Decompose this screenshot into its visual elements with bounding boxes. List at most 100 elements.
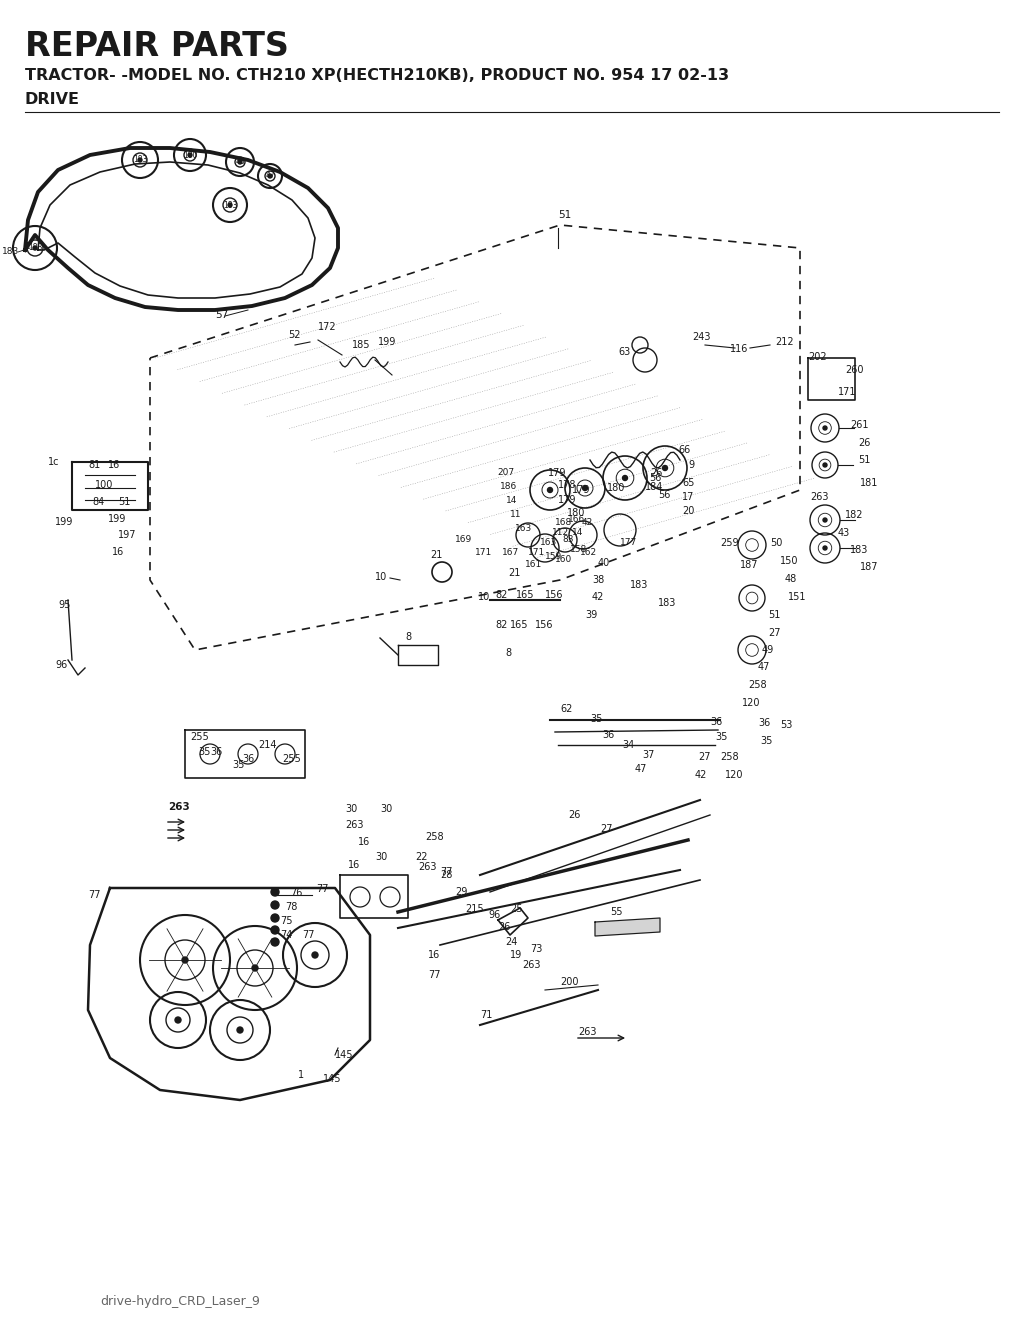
Text: 183: 183 bbox=[850, 546, 868, 555]
Text: REPAIR PARTS: REPAIR PARTS bbox=[25, 30, 289, 63]
Text: 36: 36 bbox=[602, 731, 614, 740]
Text: 10: 10 bbox=[375, 572, 387, 583]
Text: 30: 30 bbox=[380, 804, 392, 814]
Text: 56: 56 bbox=[658, 490, 671, 501]
Circle shape bbox=[175, 1017, 181, 1022]
Text: 255: 255 bbox=[190, 732, 209, 742]
Text: 53: 53 bbox=[780, 720, 793, 731]
Text: 171: 171 bbox=[528, 548, 545, 557]
Circle shape bbox=[823, 425, 827, 431]
Text: 26: 26 bbox=[568, 810, 581, 820]
Circle shape bbox=[138, 159, 142, 162]
Text: 52: 52 bbox=[288, 330, 300, 339]
Text: 26: 26 bbox=[498, 922, 510, 933]
Text: 16: 16 bbox=[428, 950, 440, 960]
Circle shape bbox=[271, 914, 279, 922]
Text: 180: 180 bbox=[567, 509, 586, 518]
Circle shape bbox=[312, 952, 318, 958]
Text: 183: 183 bbox=[223, 201, 238, 210]
Text: 182: 182 bbox=[845, 510, 863, 520]
Text: 84: 84 bbox=[92, 497, 104, 507]
Text: 183: 183 bbox=[630, 580, 648, 590]
Text: 57: 57 bbox=[215, 310, 228, 320]
Text: 199: 199 bbox=[378, 337, 396, 347]
Text: 197: 197 bbox=[118, 530, 136, 540]
Text: 51: 51 bbox=[768, 610, 780, 620]
Text: 27: 27 bbox=[768, 627, 780, 638]
Circle shape bbox=[271, 901, 279, 909]
Text: 36: 36 bbox=[758, 719, 770, 728]
Text: 8: 8 bbox=[505, 649, 511, 658]
Text: 82: 82 bbox=[495, 620, 507, 630]
Text: 35: 35 bbox=[590, 713, 602, 724]
Text: 160: 160 bbox=[555, 555, 572, 564]
Text: 9: 9 bbox=[688, 460, 694, 470]
Text: 83: 83 bbox=[562, 535, 573, 544]
Text: 47: 47 bbox=[758, 662, 770, 672]
Text: 42: 42 bbox=[592, 592, 604, 602]
Text: 263: 263 bbox=[810, 491, 828, 502]
Text: 81: 81 bbox=[88, 460, 100, 470]
Text: 200: 200 bbox=[560, 978, 579, 987]
Text: 161: 161 bbox=[525, 560, 543, 569]
Text: 24: 24 bbox=[505, 937, 517, 947]
Text: 34: 34 bbox=[622, 740, 634, 750]
Text: 183: 183 bbox=[133, 156, 147, 165]
Text: 166: 166 bbox=[568, 515, 586, 524]
Text: 27: 27 bbox=[600, 824, 612, 834]
Text: 82: 82 bbox=[495, 590, 507, 600]
Text: 39: 39 bbox=[585, 610, 597, 620]
Circle shape bbox=[237, 1026, 243, 1033]
Circle shape bbox=[548, 487, 553, 493]
Text: 183: 183 bbox=[28, 243, 42, 252]
Text: 77: 77 bbox=[316, 884, 329, 894]
Text: 183: 183 bbox=[658, 598, 677, 608]
Text: 35: 35 bbox=[232, 760, 245, 770]
Text: 178: 178 bbox=[558, 480, 577, 490]
Text: 35: 35 bbox=[715, 732, 727, 742]
Text: 22: 22 bbox=[415, 852, 427, 863]
Polygon shape bbox=[595, 918, 660, 937]
Text: 263: 263 bbox=[578, 1026, 597, 1037]
Text: 177: 177 bbox=[620, 538, 637, 547]
Text: 1: 1 bbox=[298, 1070, 304, 1081]
Text: 167: 167 bbox=[502, 548, 519, 557]
Text: 77: 77 bbox=[88, 890, 100, 900]
Circle shape bbox=[188, 153, 193, 157]
Text: 30: 30 bbox=[345, 804, 357, 814]
Text: 48: 48 bbox=[785, 575, 798, 584]
Text: 35: 35 bbox=[198, 746, 210, 757]
Text: 171: 171 bbox=[475, 548, 493, 557]
Text: 171: 171 bbox=[838, 387, 856, 398]
Text: 158: 158 bbox=[570, 546, 587, 553]
Text: 35: 35 bbox=[760, 736, 772, 746]
Text: 169: 169 bbox=[455, 535, 472, 544]
Circle shape bbox=[271, 938, 279, 946]
Text: 263: 263 bbox=[522, 960, 541, 970]
Text: 185: 185 bbox=[352, 339, 371, 350]
Text: 17: 17 bbox=[682, 491, 694, 502]
Text: 73: 73 bbox=[530, 945, 543, 954]
Text: 165: 165 bbox=[516, 590, 535, 600]
Text: 199: 199 bbox=[108, 514, 126, 524]
Circle shape bbox=[271, 926, 279, 934]
Text: 258: 258 bbox=[720, 752, 738, 762]
Text: 259: 259 bbox=[720, 538, 738, 548]
Text: 75: 75 bbox=[280, 915, 293, 926]
Text: 77: 77 bbox=[302, 930, 314, 941]
Text: 96: 96 bbox=[488, 910, 501, 919]
Text: 19: 19 bbox=[510, 950, 522, 960]
Text: 151: 151 bbox=[788, 592, 807, 602]
Text: 100: 100 bbox=[95, 480, 114, 490]
Text: 37: 37 bbox=[642, 750, 654, 760]
Text: 263: 263 bbox=[345, 820, 364, 830]
Text: 212: 212 bbox=[775, 337, 794, 347]
Text: 47: 47 bbox=[635, 764, 647, 774]
Text: 207: 207 bbox=[497, 468, 514, 477]
Text: 162: 162 bbox=[580, 548, 597, 557]
Text: 16: 16 bbox=[108, 460, 120, 470]
Text: 66: 66 bbox=[678, 445, 690, 454]
Text: 16: 16 bbox=[358, 838, 371, 847]
Text: 51: 51 bbox=[118, 497, 130, 507]
Text: 179: 179 bbox=[572, 485, 591, 495]
